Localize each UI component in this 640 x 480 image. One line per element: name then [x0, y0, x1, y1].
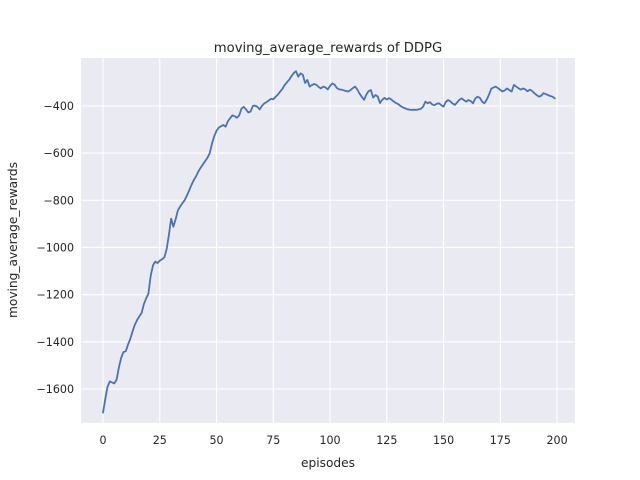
- y-tick-label: −600: [44, 147, 74, 160]
- gridlines: [81, 58, 575, 423]
- chart-title: moving_average_rewards of DDPG: [214, 41, 442, 56]
- x-tick-label: 175: [490, 434, 511, 447]
- plot-area: [81, 58, 575, 423]
- x-tick-label: 0: [99, 434, 106, 447]
- x-axis-label: episodes: [301, 456, 355, 470]
- x-tick-label: 100: [319, 434, 340, 447]
- x-tick-label: 125: [376, 434, 397, 447]
- x-tick-label: 25: [153, 434, 167, 447]
- y-tick-label: −1400: [36, 336, 74, 349]
- y-tick-label: −1200: [36, 289, 74, 302]
- x-tick-label: 50: [209, 434, 223, 447]
- y-tick-labels: −400 −600 −800 −1000 −1200 −1400 −1600: [36, 100, 74, 396]
- y-tick-label: −400: [44, 100, 74, 113]
- x-tick-labels: 0 25 50 75 100 125 150 175 200: [99, 434, 567, 447]
- ddpg-line-series: [102, 70, 556, 414]
- y-tick-label: −1600: [36, 383, 74, 396]
- x-tick-label: 150: [433, 434, 454, 447]
- x-tick-label: 75: [266, 434, 280, 447]
- y-axis-label: moving_average_rewards: [6, 162, 20, 318]
- y-tick-label: −1000: [36, 241, 74, 254]
- y-tick-label: −800: [44, 194, 74, 207]
- x-tick-label: 200: [546, 434, 567, 447]
